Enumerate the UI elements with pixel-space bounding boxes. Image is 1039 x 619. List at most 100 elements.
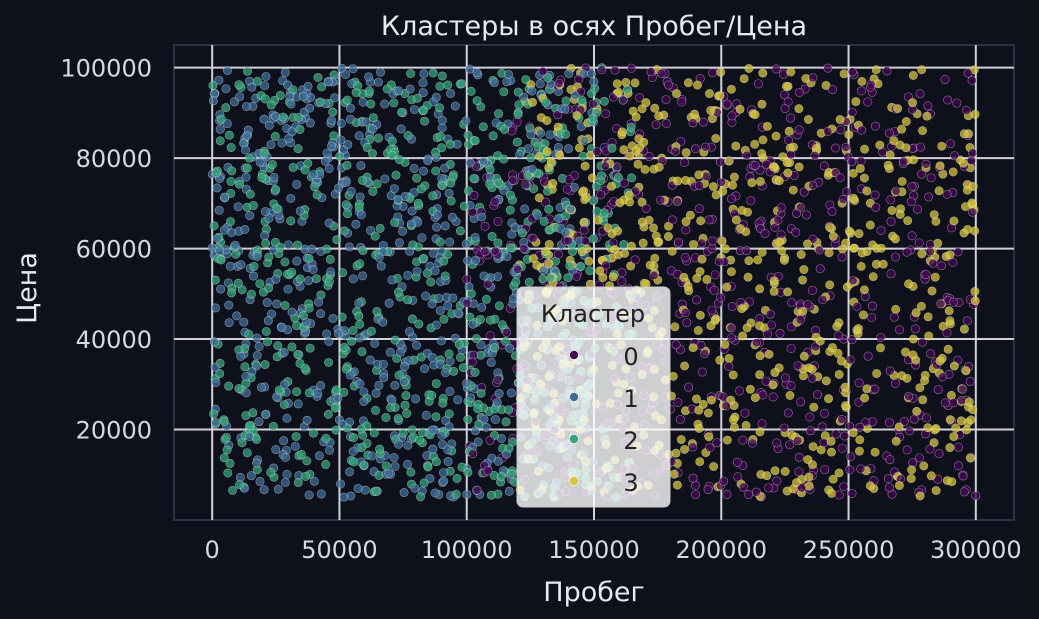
data-point-cluster-1 — [236, 351, 246, 361]
data-point-cluster-3 — [744, 63, 754, 73]
data-point-cluster-1 — [409, 187, 419, 197]
data-point-cluster-3 — [958, 158, 968, 168]
data-point-cluster-0 — [540, 177, 550, 187]
data-point-cluster-2 — [402, 408, 412, 418]
data-point-cluster-0 — [856, 156, 866, 166]
data-point-cluster-3 — [706, 395, 716, 405]
data-point-cluster-0 — [765, 309, 775, 319]
data-point-cluster-1 — [264, 213, 274, 223]
data-point-cluster-1 — [492, 398, 502, 408]
data-point-cluster-3 — [705, 89, 715, 99]
data-point-cluster-2 — [465, 312, 475, 322]
data-point-cluster-3 — [654, 111, 664, 121]
data-point-cluster-2 — [300, 363, 310, 373]
legend: Кластер 0 1 2 3 — [516, 286, 671, 508]
data-point-cluster-2 — [597, 171, 607, 181]
data-point-cluster-3 — [744, 256, 754, 266]
data-point-cluster-3 — [692, 273, 702, 283]
data-point-cluster-1 — [443, 456, 453, 466]
data-point-cluster-3 — [769, 286, 779, 296]
data-point-cluster-0 — [937, 372, 947, 382]
data-point-cluster-0 — [779, 90, 789, 100]
data-point-cluster-0 — [701, 142, 711, 152]
data-point-cluster-1 — [251, 361, 261, 371]
data-point-cluster-1 — [272, 299, 282, 309]
data-point-cluster-2 — [494, 301, 504, 311]
data-point-cluster-1 — [254, 341, 264, 351]
data-point-cluster-0 — [867, 301, 877, 311]
data-point-cluster-2 — [437, 143, 447, 153]
data-point-cluster-3 — [685, 210, 695, 220]
data-point-cluster-0 — [840, 431, 850, 441]
data-point-cluster-3 — [908, 70, 918, 80]
data-point-cluster-2 — [473, 404, 483, 414]
data-point-cluster-1 — [446, 89, 456, 99]
data-point-cluster-0 — [776, 203, 786, 213]
data-point-cluster-2 — [456, 352, 466, 362]
data-point-cluster-3 — [630, 78, 640, 88]
data-point-cluster-3 — [741, 420, 751, 430]
data-point-cluster-1 — [304, 276, 314, 286]
data-point-cluster-3 — [750, 110, 760, 120]
data-point-cluster-3 — [796, 250, 806, 260]
data-point-cluster-1 — [282, 469, 292, 479]
data-point-cluster-1 — [348, 64, 358, 74]
data-point-cluster-3 — [811, 332, 821, 342]
data-point-cluster-3 — [542, 116, 552, 126]
data-point-cluster-2 — [485, 315, 495, 325]
data-point-cluster-1 — [264, 120, 274, 130]
data-point-cluster-3 — [755, 176, 765, 186]
data-point-cluster-2 — [487, 231, 497, 241]
data-point-cluster-3 — [654, 162, 664, 172]
data-point-cluster-0 — [890, 378, 900, 388]
data-point-cluster-1 — [232, 311, 242, 321]
data-point-cluster-3 — [637, 197, 647, 207]
data-point-cluster-3 — [739, 74, 749, 84]
data-point-cluster-0 — [796, 202, 806, 212]
data-point-cluster-0 — [635, 93, 645, 103]
data-point-cluster-1 — [564, 68, 574, 78]
data-point-cluster-3 — [794, 104, 804, 114]
data-point-cluster-0 — [845, 421, 855, 431]
y-tick-label: 80000 — [76, 145, 152, 173]
data-point-cluster-1 — [271, 274, 281, 284]
data-point-cluster-2 — [591, 181, 601, 191]
data-point-cluster-1 — [261, 409, 271, 419]
data-point-cluster-1 — [561, 228, 571, 238]
data-point-cluster-0 — [783, 408, 793, 418]
data-point-cluster-3 — [878, 259, 888, 269]
data-point-cluster-1 — [423, 156, 433, 166]
data-point-cluster-1 — [417, 233, 427, 243]
data-point-cluster-0 — [630, 255, 640, 265]
data-point-cluster-2 — [619, 240, 629, 250]
data-point-cluster-3 — [872, 369, 882, 379]
data-point-cluster-3 — [729, 172, 739, 182]
data-point-cluster-2 — [408, 240, 418, 250]
data-point-cluster-0 — [882, 66, 892, 76]
data-point-cluster-2 — [372, 179, 382, 189]
data-point-cluster-2 — [488, 131, 498, 141]
data-point-cluster-2 — [315, 97, 325, 107]
data-point-cluster-3 — [780, 466, 790, 476]
data-point-cluster-3 — [949, 361, 959, 371]
x-axis-label: Пробег — [543, 577, 644, 608]
data-point-cluster-0 — [617, 268, 627, 278]
data-point-cluster-1 — [374, 380, 384, 390]
data-point-cluster-2 — [539, 216, 549, 226]
data-point-cluster-0 — [971, 491, 981, 501]
data-point-cluster-0 — [942, 189, 952, 199]
data-point-cluster-2 — [469, 174, 479, 184]
data-point-cluster-0 — [884, 483, 894, 493]
data-point-cluster-2 — [260, 360, 270, 370]
data-point-cluster-2 — [260, 94, 270, 104]
data-point-cluster-1 — [348, 446, 358, 456]
data-point-cluster-3 — [614, 87, 624, 97]
data-point-cluster-2 — [370, 231, 380, 241]
data-point-cluster-1 — [379, 373, 389, 383]
data-point-cluster-2 — [463, 468, 473, 478]
data-point-cluster-2 — [234, 80, 244, 90]
data-point-cluster-3 — [903, 216, 913, 226]
data-point-cluster-1 — [356, 210, 366, 220]
data-point-cluster-0 — [574, 74, 584, 84]
legend-marker — [569, 476, 579, 486]
